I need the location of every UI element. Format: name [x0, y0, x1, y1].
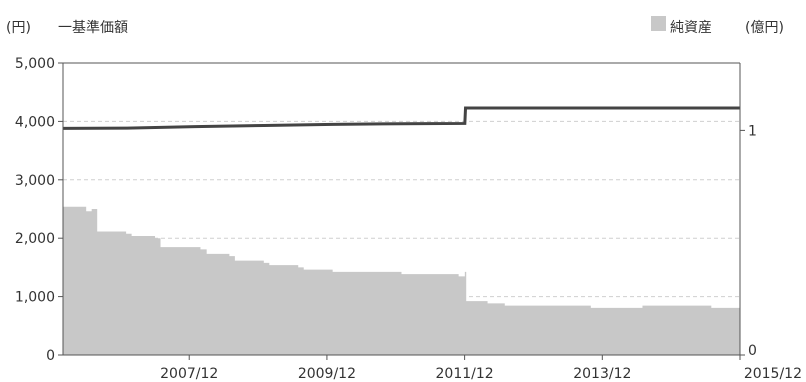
- right-tick-label: 1: [748, 123, 757, 139]
- x-tick-label: 2007/12: [160, 366, 218, 382]
- left-tick-label: 5,000: [15, 56, 55, 72]
- legend-net-assets-swatch: [651, 16, 666, 31]
- series-nav-line: [62, 106, 741, 130]
- legend-net-assets-label: 純資産: [670, 20, 712, 36]
- right-tick-label: 0: [748, 343, 757, 359]
- left-axis-unit-label: (円): [6, 20, 31, 36]
- left-tick-label: 0: [46, 348, 55, 364]
- plot-area: 5,000 4,000 3,000 2,000 1,000 0 1 0 2007/12 2009/…: [15, 56, 802, 382]
- x-tick-label: 2015/12: [744, 366, 802, 382]
- right-axis-unit-label: (億円): [745, 20, 784, 36]
- left-tick-label: 1,000: [15, 290, 55, 306]
- x-tick-label: 2009/12: [298, 366, 356, 382]
- left-tick-label: 3,000: [15, 173, 55, 189]
- legend: (円) 一基準価額 純資産 (億円): [6, 16, 784, 36]
- x-tick-label: 2013/12: [573, 366, 631, 382]
- series-net-assets-area: [62, 206, 741, 355]
- x-tick-label: 2011/12: [436, 366, 494, 382]
- left-tick-label: 2,000: [15, 231, 55, 247]
- legend-nav-label: 一基準価額: [58, 19, 128, 36]
- left-tick-label: 4,000: [15, 114, 55, 130]
